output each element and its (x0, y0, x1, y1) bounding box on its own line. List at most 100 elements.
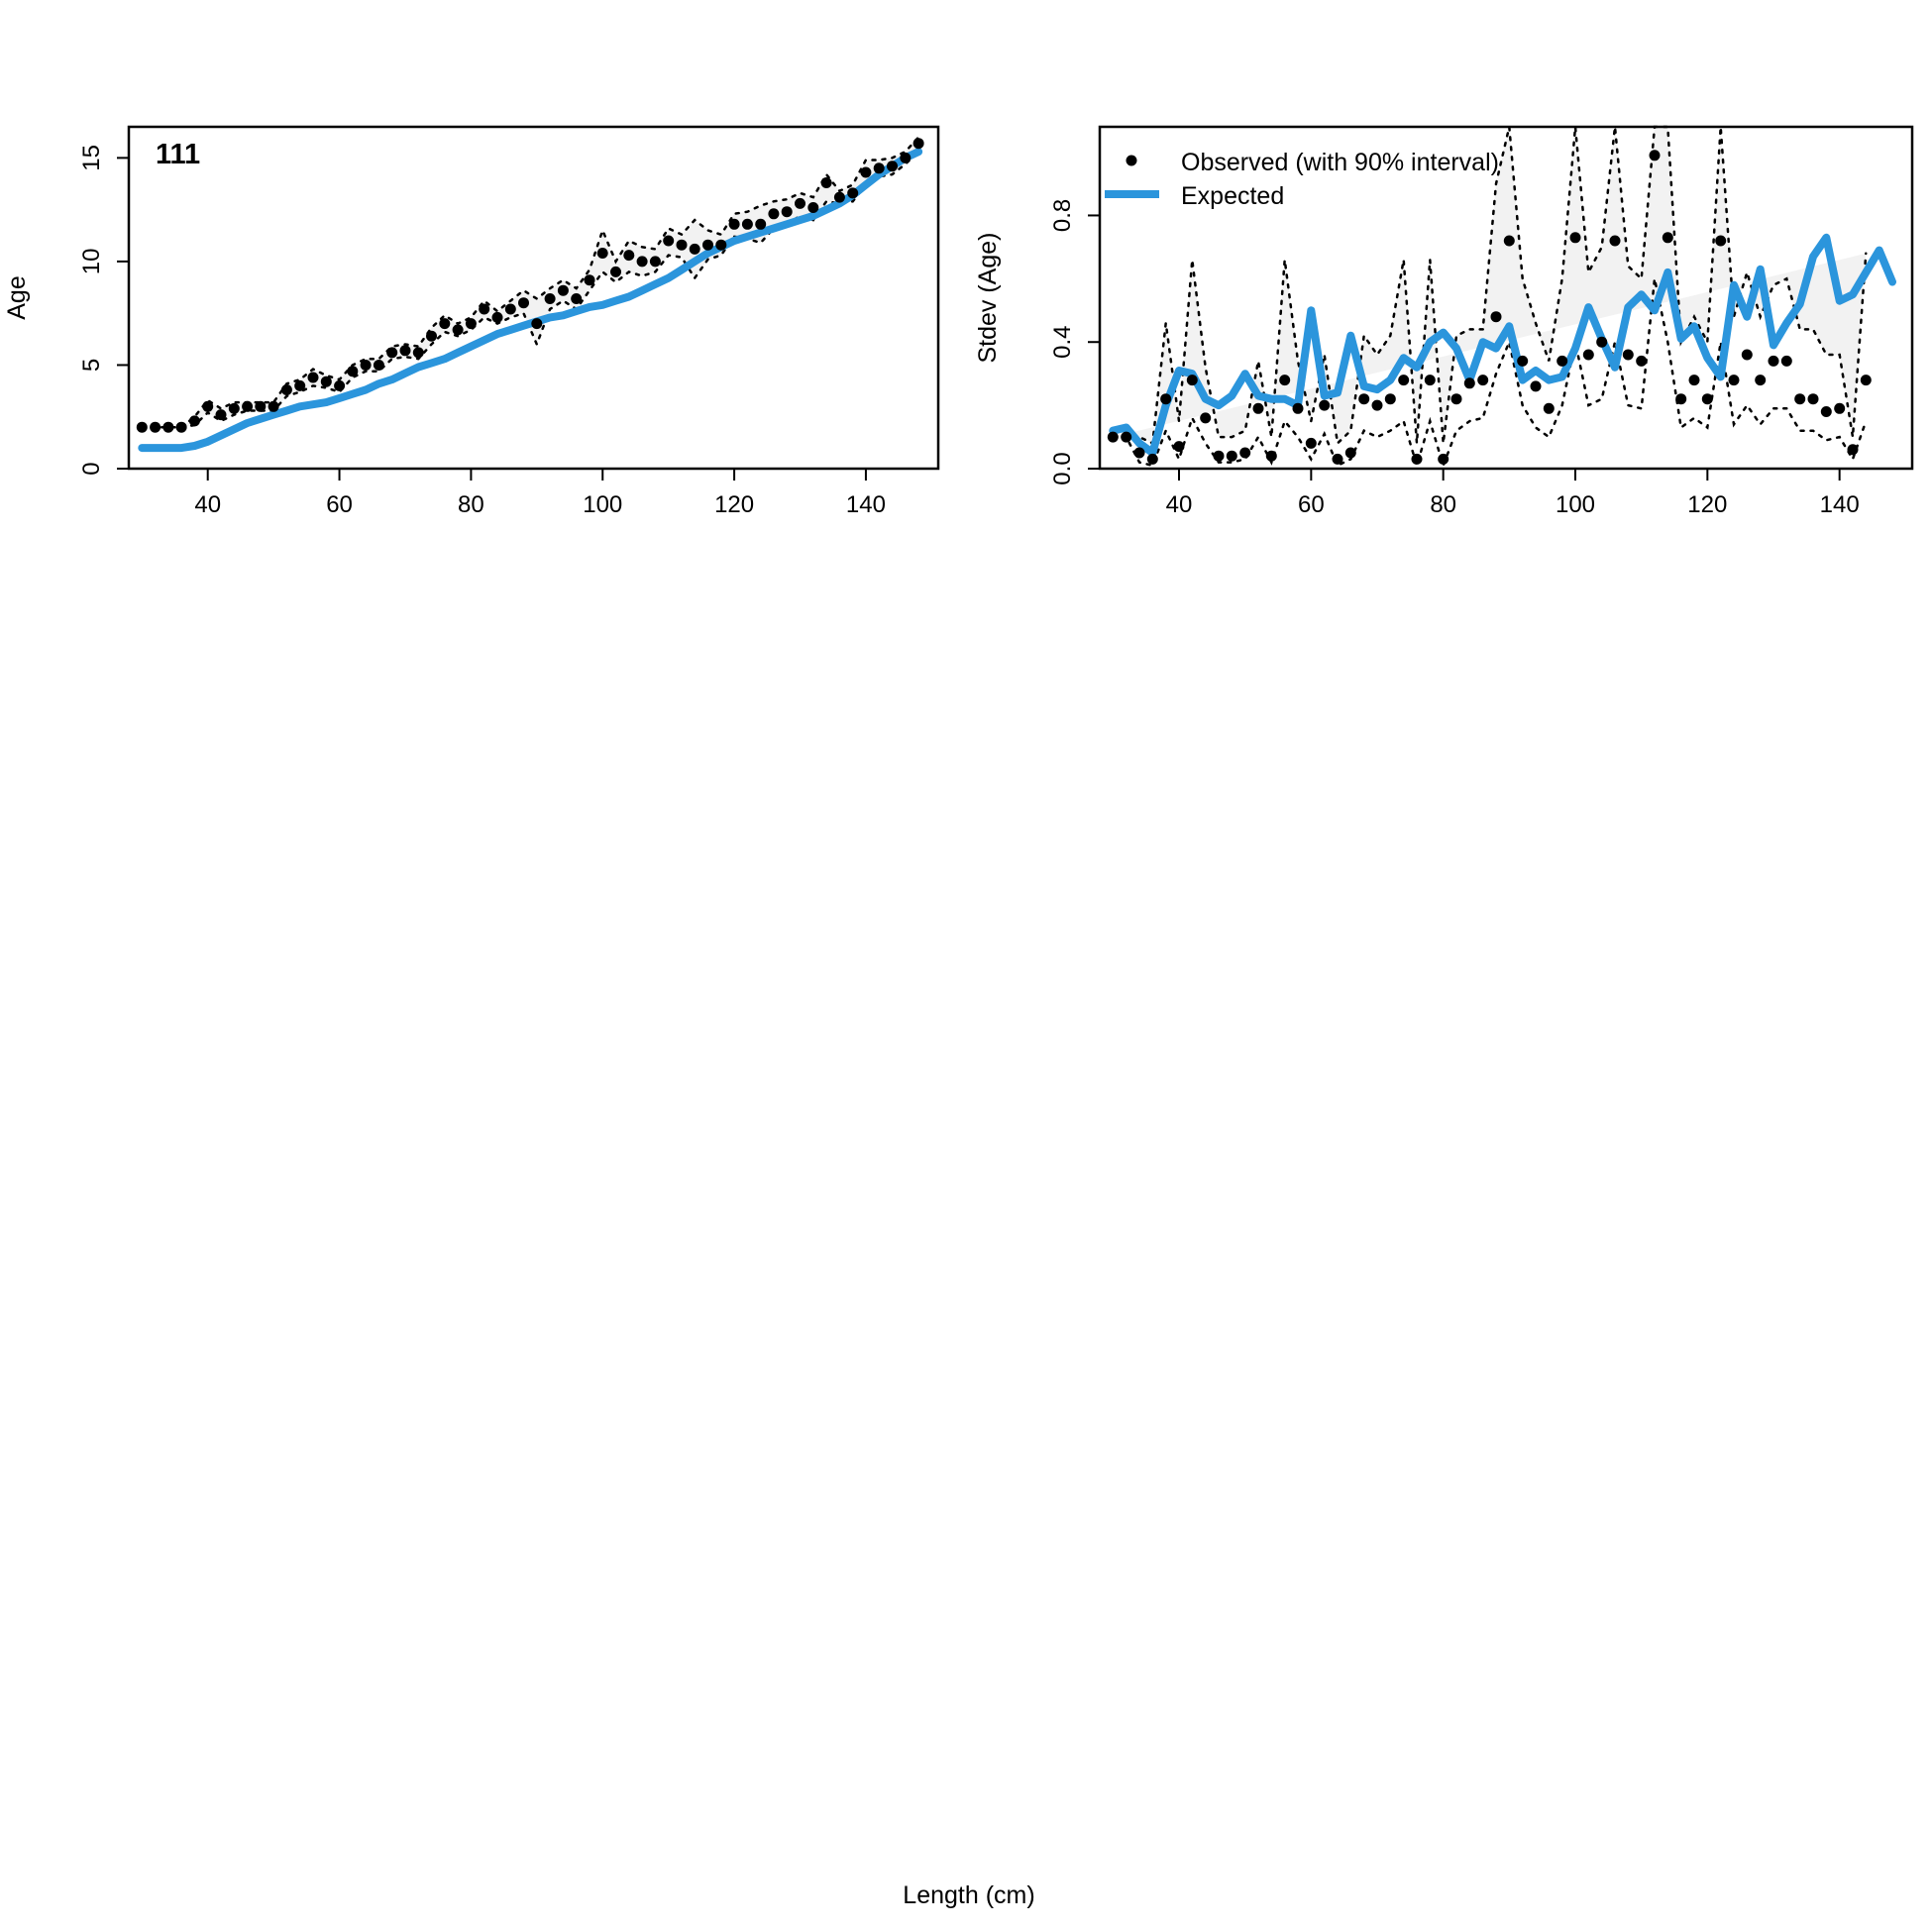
y-tick-label: 10 (78, 249, 105, 275)
observed-point (1582, 349, 1594, 361)
observed-point (334, 379, 346, 391)
observed-point (1160, 393, 1172, 405)
stdev-panel: 40 60 80 100 120 140 0.0 0.4 0.8 Stdev (Age) Ob… (974, 125, 1914, 518)
observed-point (1463, 377, 1475, 389)
observed-point (649, 256, 661, 268)
observed-point (360, 360, 372, 371)
observed-point (1133, 447, 1145, 459)
legend: Observed (with 90% interval) Expected (1105, 149, 1499, 210)
observed-points-layer (1107, 150, 1872, 465)
observed-point (557, 284, 569, 296)
x-tick-label: 100 (583, 491, 622, 518)
observed-point (1556, 355, 1568, 367)
observed-point (702, 239, 713, 251)
observed-point (1728, 375, 1740, 386)
y-tick-label: 0.4 (1049, 326, 1076, 359)
observed-point (1569, 232, 1581, 244)
observed-point (373, 360, 384, 371)
observed-point (887, 161, 898, 172)
x-tick-label: 120 (714, 491, 754, 518)
observed-point (1265, 450, 1277, 462)
shared-x-axis-label: Length (cm) (903, 1881, 1034, 1909)
observed-point (833, 191, 845, 203)
observed-point (280, 384, 292, 395)
observed-point (465, 318, 477, 330)
x-tick-label: 40 (194, 491, 221, 518)
x-tick-label: 60 (326, 491, 353, 518)
x-tick-label: 40 (1166, 491, 1193, 518)
observed-point (1503, 235, 1515, 247)
y-tick-label: 0 (78, 462, 105, 475)
y-axis-label: Stdev (Age) (974, 232, 1002, 363)
y-axis: 0 5 10 15 (78, 145, 129, 476)
interval-band (142, 137, 919, 428)
observed-point (1834, 402, 1846, 414)
observed-point (860, 166, 872, 178)
panel-label: 111 (156, 139, 200, 170)
observed-point (1860, 375, 1872, 386)
observed-point (781, 206, 793, 218)
observed-point (531, 318, 543, 330)
observed-point (228, 402, 240, 414)
expected-line-layer (138, 148, 923, 453)
y-tick-label: 5 (78, 359, 105, 372)
observed-point (504, 303, 516, 315)
observed-point (820, 177, 832, 188)
observed-point (1252, 402, 1264, 414)
observed-point (1384, 393, 1396, 405)
observed-point (571, 293, 583, 304)
observed-point (1596, 336, 1608, 348)
expected-line-layer (1109, 233, 1896, 457)
observed-point (768, 208, 780, 220)
observed-point (1675, 393, 1687, 405)
observed-point (1239, 447, 1251, 459)
observed-point (1173, 441, 1185, 453)
observed-point (307, 372, 319, 383)
observed-point (1450, 393, 1462, 405)
observed-point (741, 218, 753, 230)
observed-point (1662, 232, 1673, 244)
observed-point (900, 152, 912, 163)
observed-point (399, 345, 411, 357)
observed-point (479, 303, 490, 315)
observed-point (1847, 444, 1859, 456)
observed-point (795, 197, 805, 209)
observed-point (1688, 375, 1700, 386)
interval-band (1113, 127, 1867, 444)
observed-point (452, 324, 464, 336)
observed-point (1107, 431, 1119, 443)
observed-point (136, 421, 148, 433)
observed-point (1820, 406, 1832, 417)
observed-point (1768, 355, 1779, 367)
x-axis: 40 60 80 100 120 140 (194, 469, 886, 518)
observed-point (320, 376, 332, 387)
x-tick-label: 80 (1430, 491, 1456, 518)
observed-point (162, 421, 174, 433)
observed-point (1636, 355, 1648, 367)
x-tick-label: 80 (458, 491, 484, 518)
plot-frame (127, 125, 940, 471)
observed-point (873, 162, 885, 174)
observed-point (1530, 380, 1542, 392)
y-axis-label: Age (3, 275, 31, 319)
observed-point (347, 366, 359, 377)
observed-point (1424, 375, 1436, 386)
interval-upper-line (141, 136, 920, 429)
observed-point (1780, 355, 1792, 367)
observed-point (242, 400, 254, 412)
observed-point (1807, 393, 1819, 405)
observed-point (636, 256, 648, 268)
observed-point (518, 297, 529, 309)
observed-point (689, 243, 700, 255)
observed-point (610, 266, 621, 277)
observed-point (1371, 399, 1383, 411)
observed-point (912, 138, 924, 150)
observed-point (294, 379, 306, 391)
plot-frame (1098, 125, 1914, 471)
x-tick-label: 100 (1556, 491, 1595, 518)
observed-point (663, 235, 675, 247)
observed-point (1226, 450, 1237, 462)
observed-point (596, 248, 608, 259)
observed-point (715, 239, 727, 251)
observed-point (1213, 450, 1225, 462)
